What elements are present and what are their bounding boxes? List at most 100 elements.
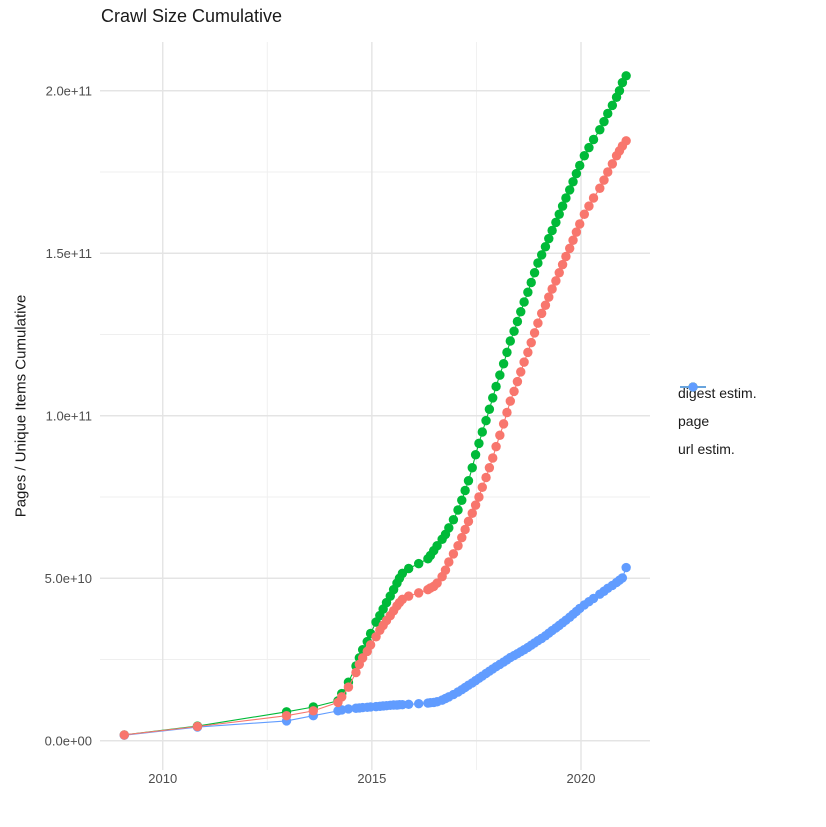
data-point-digest-estim- <box>453 541 463 551</box>
data-point-page <box>554 209 564 219</box>
data-point-page <box>621 71 631 81</box>
data-point-digest-estim- <box>571 227 582 237</box>
data-point-page <box>488 393 498 403</box>
data-point-page <box>470 450 481 460</box>
data-point-digest-estim- <box>512 376 523 387</box>
data-point-digest-estim- <box>474 492 484 502</box>
data-point-digest-estim- <box>192 721 203 732</box>
data-point-page <box>484 404 495 414</box>
data-point-digest-estim- <box>467 508 477 518</box>
data-point-page <box>467 463 477 473</box>
data-point-digest-estim- <box>440 565 451 575</box>
data-point-digest-estim- <box>484 463 495 473</box>
data-point-digest-estim- <box>568 235 578 245</box>
data-point-page <box>579 151 590 161</box>
data-point-page <box>547 225 557 236</box>
data-point-digest-estim- <box>544 292 554 302</box>
data-point-digest-estim- <box>308 706 319 716</box>
legend-label-url-estim: url estim. <box>678 441 735 457</box>
data-point-digest-estim- <box>551 276 561 286</box>
y-tick-label: 5.0e+10 <box>45 571 92 586</box>
data-point-digest-estim- <box>448 549 459 559</box>
data-point-digest-estim- <box>488 453 498 463</box>
data-point-page <box>529 268 540 278</box>
x-tick-label: 2010 <box>148 771 177 786</box>
legend-key-url-estim-icon <box>680 382 706 392</box>
data-point-digest-estim- <box>607 159 618 169</box>
legend-label-page: page <box>678 413 710 429</box>
data-point-page <box>526 277 536 288</box>
data-point-digest-estim- <box>432 578 442 588</box>
data-point-page <box>588 134 599 145</box>
data-point-page <box>457 495 467 505</box>
data-point-digest-estim- <box>526 337 536 348</box>
data-point-digest-estim- <box>365 640 376 650</box>
data-point-page <box>491 381 501 392</box>
data-point-digest-estim- <box>599 175 609 185</box>
data-point-digest-estim- <box>444 557 454 567</box>
data-point-page <box>512 316 523 327</box>
data-point-digest-estim- <box>470 500 481 510</box>
data-point-digest-estim- <box>540 300 551 310</box>
data-point-digest-estim- <box>603 167 613 177</box>
data-point-digest-estim- <box>457 532 467 543</box>
data-point-digest-estim- <box>621 136 631 146</box>
data-point-page <box>502 347 512 358</box>
data-point-page <box>540 242 551 252</box>
y-tick-label: 1.5e+11 <box>46 246 92 261</box>
data-point-digest-estim- <box>495 430 505 440</box>
data-point-page <box>509 326 519 336</box>
data-point-digest-estim- <box>561 251 571 262</box>
data-point-page <box>463 476 474 486</box>
data-point-digest-estim- <box>481 472 491 483</box>
data-point-page <box>481 415 491 426</box>
data-point-digest-estim- <box>536 308 547 319</box>
data-point-digest-estim- <box>564 243 575 254</box>
x-tick-label: 2020 <box>567 771 596 786</box>
data-point-page <box>575 160 585 171</box>
data-point-digest-estim- <box>529 328 540 338</box>
legend-item-url-estim: url estim. <box>678 382 757 463</box>
data-point-page <box>551 217 561 228</box>
data-point-page <box>571 168 582 179</box>
data-point-url-estim- <box>403 699 414 710</box>
data-point-digest-estim- <box>357 653 368 663</box>
data-point-digest-estim- <box>351 667 361 678</box>
data-point-page <box>568 177 578 187</box>
x-tick-label: 2015 <box>357 771 386 786</box>
data-point-page <box>477 427 487 437</box>
data-point-page <box>557 201 568 211</box>
data-point-digest-estim- <box>575 219 585 229</box>
data-point-digest-estim- <box>281 711 292 721</box>
data-point-digest-estim- <box>463 516 474 527</box>
data-point-digest-estim- <box>505 396 516 406</box>
data-point-page <box>505 336 516 346</box>
data-point-digest-estim- <box>519 357 529 367</box>
data-point-page <box>495 370 505 380</box>
data-point-digest-estim- <box>414 588 424 598</box>
data-point-digest-estim- <box>588 193 599 203</box>
data-point-page <box>599 116 609 127</box>
data-point-digest-estim- <box>460 524 470 535</box>
data-point-page <box>607 100 618 111</box>
data-point-digest-estim- <box>403 591 414 601</box>
data-point-page <box>516 307 526 317</box>
y-tick-label: 0.0e+00 <box>45 733 92 748</box>
legend-label-digest-estim: digest estim. <box>678 385 757 401</box>
data-point-digest-estim- <box>554 268 564 278</box>
data-point-digest-estim- <box>557 259 568 270</box>
data-point-page <box>453 505 463 515</box>
data-point-page <box>544 233 554 244</box>
data-point-digest-estim- <box>547 284 557 294</box>
data-point-page <box>432 541 442 551</box>
data-point-digest-estim- <box>533 318 543 328</box>
data-point-digest-estim- <box>337 692 347 702</box>
data-point-page <box>561 193 571 203</box>
data-point-page <box>564 185 575 195</box>
data-point-digest-estim- <box>502 407 512 418</box>
data-point-url-estim- <box>414 699 424 709</box>
data-point-page <box>519 297 529 307</box>
data-point-page <box>474 438 484 449</box>
data-point-page <box>460 485 470 496</box>
